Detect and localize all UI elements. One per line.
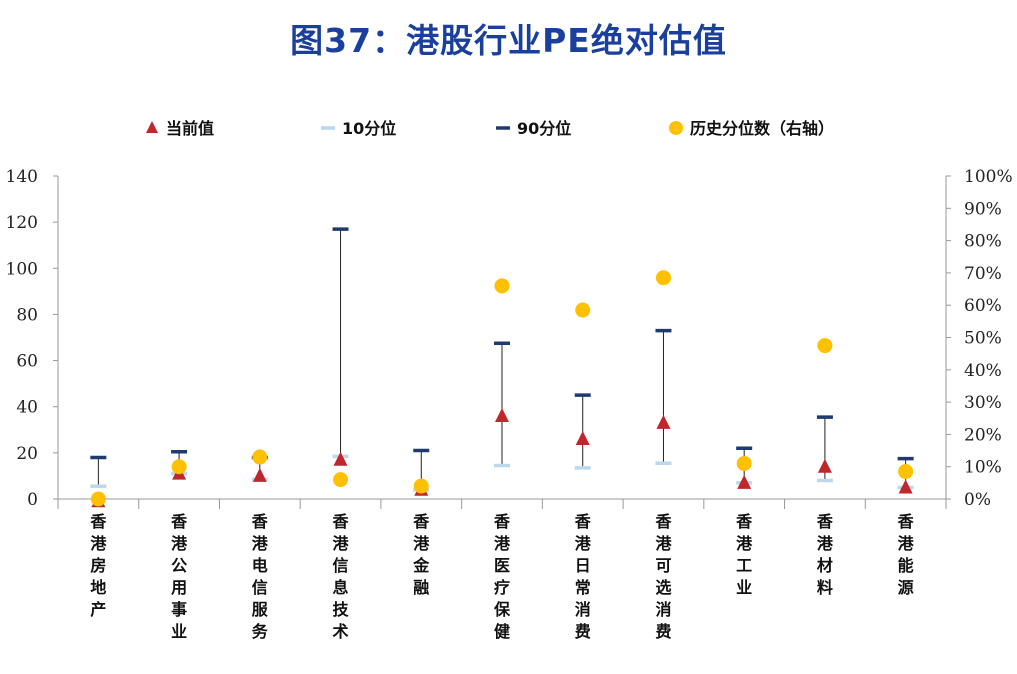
percentile-marker [171,459,187,475]
right-tick-label: 90% [964,199,1002,219]
category-label: 香港日常消费 [574,512,592,641]
percentile-marker [817,338,833,354]
legend-label: 90分位 [517,119,571,138]
left-tick-label: 100 [6,259,38,279]
left-tick-label: 20 [16,444,38,464]
percentile-marker [90,491,106,507]
legend-circle-icon [669,121,683,135]
legend-label: 10分位 [342,119,396,138]
left-tick-label: 0 [27,490,38,510]
right-tick-label: 80% [964,232,1002,252]
chart-title: 图37：港股行业PE绝对估值 [290,21,727,60]
category-label: 香港房地产 [89,512,107,619]
left-tick-label: 120 [6,213,38,233]
current-value-marker [575,431,590,446]
current-value-marker [817,458,832,473]
right-tick-label: 20% [964,425,1002,445]
legend-label: 历史分位数（右轴） [690,119,834,138]
left-tick-label: 80 [16,305,38,325]
legend-triangle-icon [146,121,158,133]
right-tick-label: 60% [964,296,1002,316]
percentile-marker [413,478,429,494]
right-tick-label: 100% [964,167,1013,187]
left-tick-label: 140 [6,167,38,187]
right-tick-label: 70% [964,264,1002,284]
category-label: 香港能源 [897,512,915,597]
category-label: 香港可选消费 [654,512,672,641]
right-tick-label: 50% [964,329,1002,349]
current-value-marker [495,407,509,422]
left-tick-label: 60 [16,352,38,372]
category-label: 香港材料 [816,512,834,597]
percentile-marker [655,270,671,286]
current-value-marker [898,479,913,494]
category-label: 香港信息技术 [332,512,350,641]
percentile-marker [252,449,268,465]
left-tick-label: 40 [16,398,38,418]
category-label: 香港医疗保健 [493,512,511,641]
current-value-marker [252,467,267,482]
right-tick-label: 40% [964,361,1002,381]
category-label: 香港金融 [412,512,430,597]
right-tick-label: 10% [964,458,1002,478]
percentile-marker [494,278,510,294]
legend-label: 当前值 [166,119,214,138]
current-value-marker [737,474,752,489]
category-label: 香港工业 [735,512,753,597]
percentile-marker [898,464,914,480]
percentile-marker [333,472,349,488]
right-tick-label: 30% [964,393,1002,413]
category-label: 香港电信服务 [251,512,269,641]
current-value-marker [656,414,671,429]
percentile-marker [736,455,752,471]
current-value-marker [333,451,348,466]
category-label: 香港公用事业 [170,512,188,641]
right-tick-label: 0% [964,490,991,510]
percentile-marker [575,302,591,318]
